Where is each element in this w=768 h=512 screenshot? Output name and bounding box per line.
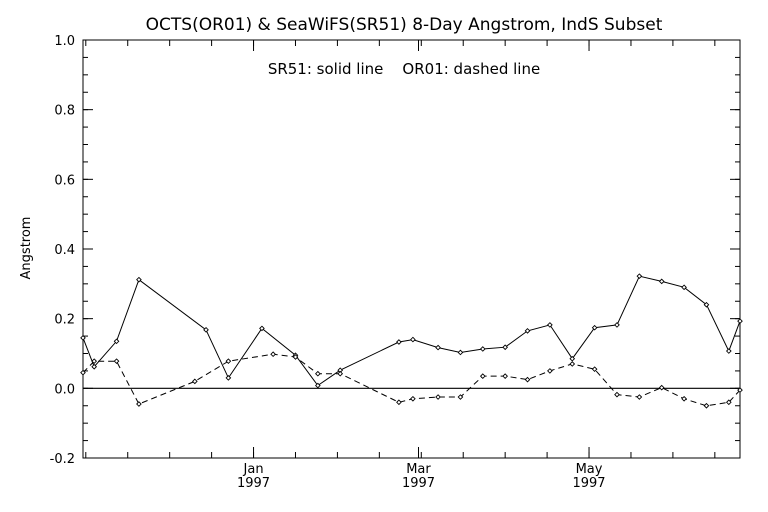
data-point-sr51 xyxy=(737,318,743,324)
data-point-or01 xyxy=(315,370,321,377)
data-point-sr51 xyxy=(658,278,665,285)
data-point-sr51 xyxy=(614,322,620,328)
plot-frame xyxy=(82,39,741,459)
data-point-or01 xyxy=(337,370,344,377)
data-point-sr51 xyxy=(225,375,232,381)
data-point-sr51 xyxy=(259,325,265,332)
data-point-or01 xyxy=(569,361,576,367)
x-tick-label: May xyxy=(576,462,603,477)
data-point-or01 xyxy=(136,401,142,407)
data-point-or01 xyxy=(410,395,416,402)
data-point-or01 xyxy=(91,358,98,364)
data-point-or01 xyxy=(435,394,441,400)
data-point-or01 xyxy=(725,399,732,406)
data-point-sr51 xyxy=(479,346,486,352)
data-point-sr51 xyxy=(591,324,598,331)
data-point-or01 xyxy=(479,373,486,379)
data-point-sr51 xyxy=(569,355,576,362)
data-point-sr51 xyxy=(502,344,508,351)
x-tick-label: Jan xyxy=(243,462,264,477)
data-point-or01 xyxy=(547,368,553,374)
data-point-sr51 xyxy=(136,276,142,283)
series-layer xyxy=(80,273,743,409)
data-point-sr51 xyxy=(725,348,732,354)
data-point-sr51 xyxy=(113,338,120,345)
data-point-or01 xyxy=(292,354,299,360)
series-legend-annotation: SR51: solid line OR01: dashed line xyxy=(268,60,540,78)
data-point-or01 xyxy=(457,394,464,400)
y-axis-label: Angstrom xyxy=(19,217,34,280)
data-point-or01 xyxy=(658,384,665,391)
data-point-sr51 xyxy=(80,334,86,341)
data-point-or01 xyxy=(636,394,643,400)
x-tick-year-label: 1997 xyxy=(572,476,605,491)
data-point-or01 xyxy=(737,387,743,393)
data-point-sr51 xyxy=(547,322,553,328)
data-point-or01 xyxy=(80,369,86,376)
data-point-sr51 xyxy=(524,328,531,334)
data-point-sr51 xyxy=(457,349,464,356)
data-point-sr51 xyxy=(681,284,687,291)
data-point-or01 xyxy=(502,373,508,379)
y-tick-label: 0.2 xyxy=(54,313,75,328)
data-point-or01 xyxy=(703,402,710,409)
y-tick-label: 1.0 xyxy=(54,34,75,49)
y-tick-label: 0.4 xyxy=(54,243,75,258)
axes-layer: -0.20.00.20.40.60.81.0Jan1997Mar1997May1… xyxy=(50,34,740,491)
y-tick-label: -0.2 xyxy=(50,452,75,467)
data-point-sr51 xyxy=(636,273,643,280)
x-tick-year-label: 1997 xyxy=(402,476,435,491)
data-point-sr51 xyxy=(435,344,441,351)
y-tick-label: 0.0 xyxy=(54,382,75,397)
data-point-or01 xyxy=(225,358,232,364)
data-point-or01 xyxy=(681,395,687,402)
data-point-sr51 xyxy=(396,339,402,345)
data-point-sr51 xyxy=(410,336,416,343)
data-point-or01 xyxy=(191,378,198,385)
data-point-sr51 xyxy=(315,382,321,389)
y-tick-label: 0.8 xyxy=(54,104,75,119)
y-tick-label: 0.6 xyxy=(54,173,75,188)
data-point-sr51 xyxy=(91,363,98,370)
x-tick-year-label: 1997 xyxy=(237,476,270,491)
data-point-or01 xyxy=(113,358,120,364)
data-point-or01 xyxy=(396,399,402,406)
data-point-sr51 xyxy=(703,301,710,308)
data-point-or01 xyxy=(270,351,276,358)
chart-title: OCTS(OR01) & SeaWiFS(SR51) 8-Day Angstro… xyxy=(146,15,663,35)
data-point-or01 xyxy=(524,376,531,383)
data-point-or01 xyxy=(614,391,620,398)
data-point-or01 xyxy=(591,366,598,373)
x-tick-label: Mar xyxy=(406,462,431,477)
data-point-sr51 xyxy=(203,326,209,333)
series-line-sr51 xyxy=(82,275,741,387)
